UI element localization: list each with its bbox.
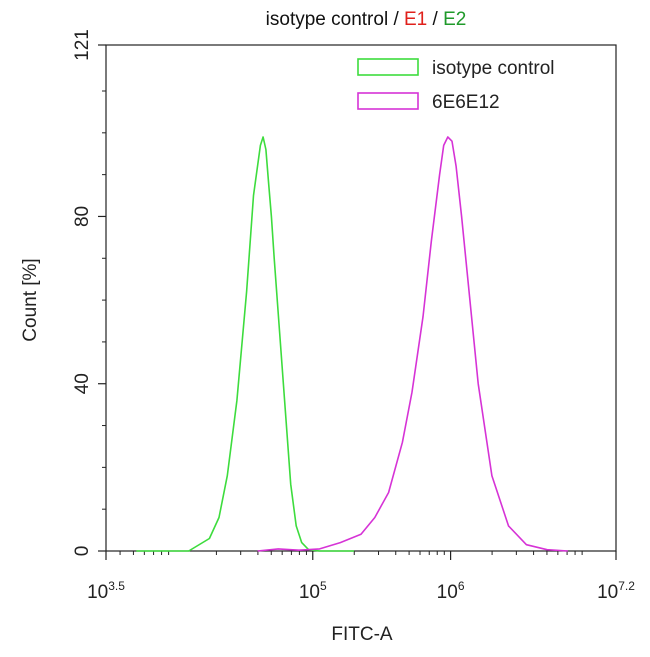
x-axis-title: FITC-A [331, 624, 393, 645]
x-tick-label: 103.5 [87, 579, 125, 603]
x-axis: 103.5 105 106 107.2 [87, 551, 635, 603]
y-tick-label: 0 [72, 546, 93, 557]
title-part: E2 [443, 9, 466, 30]
y-axis-title: Count [%] [20, 258, 41, 341]
series-line [257, 136, 568, 552]
legend-label: isotype control [432, 58, 555, 79]
x-tick-label: 105 [299, 579, 327, 603]
legend: isotype control 6E6E12 [357, 58, 555, 113]
plot-frame [105, 44, 617, 552]
series-layer [136, 136, 568, 552]
x-tick-label: 107.2 [597, 579, 635, 603]
x-tick-label: 106 [437, 579, 465, 603]
y-axis: 0 40 80 121 [72, 29, 106, 556]
title-part: isotype control / [266, 9, 404, 30]
y-tick-label: 80 [72, 206, 93, 227]
y-tick-label: 40 [72, 373, 93, 394]
series-line [136, 136, 355, 552]
chart-title: isotype control / E1 / E2 [266, 9, 467, 30]
legend-swatch [357, 92, 419, 110]
title-part: / [427, 9, 443, 30]
legend-swatch [357, 58, 419, 76]
y-tick-label: 121 [72, 29, 93, 61]
legend-label: 6E6E12 [432, 92, 500, 113]
title-part: E1 [404, 9, 427, 30]
